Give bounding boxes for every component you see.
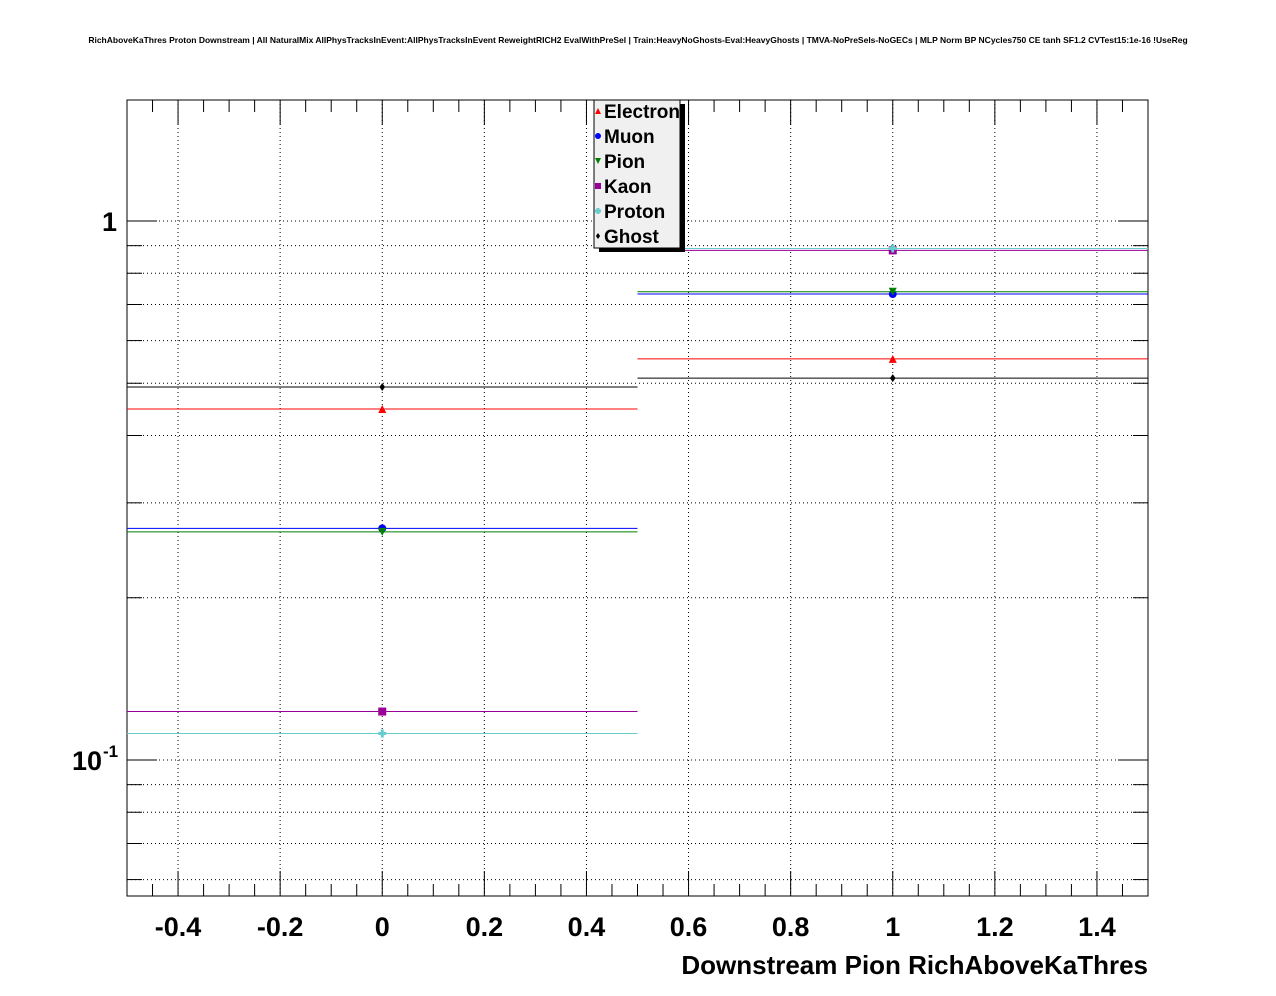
- marker-triangle-down: [888, 287, 897, 296]
- y-tick-label-1: 1: [102, 207, 117, 237]
- x-tick-label: -0.2: [257, 912, 304, 942]
- x-tick-label: 1: [885, 912, 900, 942]
- x-tick-label: 0.4: [568, 912, 606, 942]
- legend-entry-kaon: Kaon: [604, 177, 652, 198]
- data-marks: [127, 244, 1148, 738]
- axis-ticks: [126, 100, 1149, 896]
- legend-entry-ghost: Ghost: [604, 227, 660, 248]
- marker-diamond: [889, 374, 896, 383]
- x-tick-labels: -0.4 -0.2 0 0.2 0.4 0.6 0.8 1 1.2 1.4: [155, 912, 1116, 942]
- marker-triangle-up: [595, 108, 601, 114]
- y-tick-label-0.1: 10 -1: [72, 742, 118, 776]
- legend-entry-muon: Muon: [604, 127, 655, 148]
- marker-square: [378, 707, 387, 716]
- legend-entry-proton: Proton: [604, 202, 665, 223]
- x-tick-label: 0.2: [466, 912, 504, 942]
- x-tick-label: 1.4: [1078, 912, 1116, 942]
- marker-cross: [595, 208, 601, 214]
- svg-text:10: 10: [72, 746, 102, 776]
- x-tick-label: -0.4: [155, 912, 202, 942]
- chart-title: RichAboveKaThres Proton Downstream | All…: [88, 35, 1187, 45]
- marker-triangle-down: [595, 158, 601, 164]
- marker-triangle-up: [888, 354, 897, 363]
- x-tick-label: 0: [375, 912, 390, 942]
- legend: Electron Muon Pion Kaon Proton Ghost: [593, 99, 685, 252]
- marker-diamond: [379, 383, 386, 392]
- x-axis-label: Downstream Pion RichAboveKaThres: [681, 950, 1148, 980]
- grid: [127, 100, 1148, 896]
- marker-cross: [378, 729, 387, 738]
- marker-cross: [888, 244, 897, 253]
- marker-triangle-down: [378, 527, 387, 536]
- x-tick-label: 0.6: [670, 912, 708, 942]
- marker-square: [595, 183, 601, 189]
- x-tick-label: 1.2: [976, 912, 1014, 942]
- marker-diamond: [595, 233, 601, 239]
- marker-triangle-up: [378, 404, 387, 413]
- legend-entry-electron: Electron: [604, 102, 680, 123]
- svg-text:-1: -1: [103, 742, 118, 761]
- legend-entry-pion: Pion: [604, 152, 645, 173]
- marker-circle: [595, 133, 601, 139]
- x-tick-label: 0.8: [772, 912, 810, 942]
